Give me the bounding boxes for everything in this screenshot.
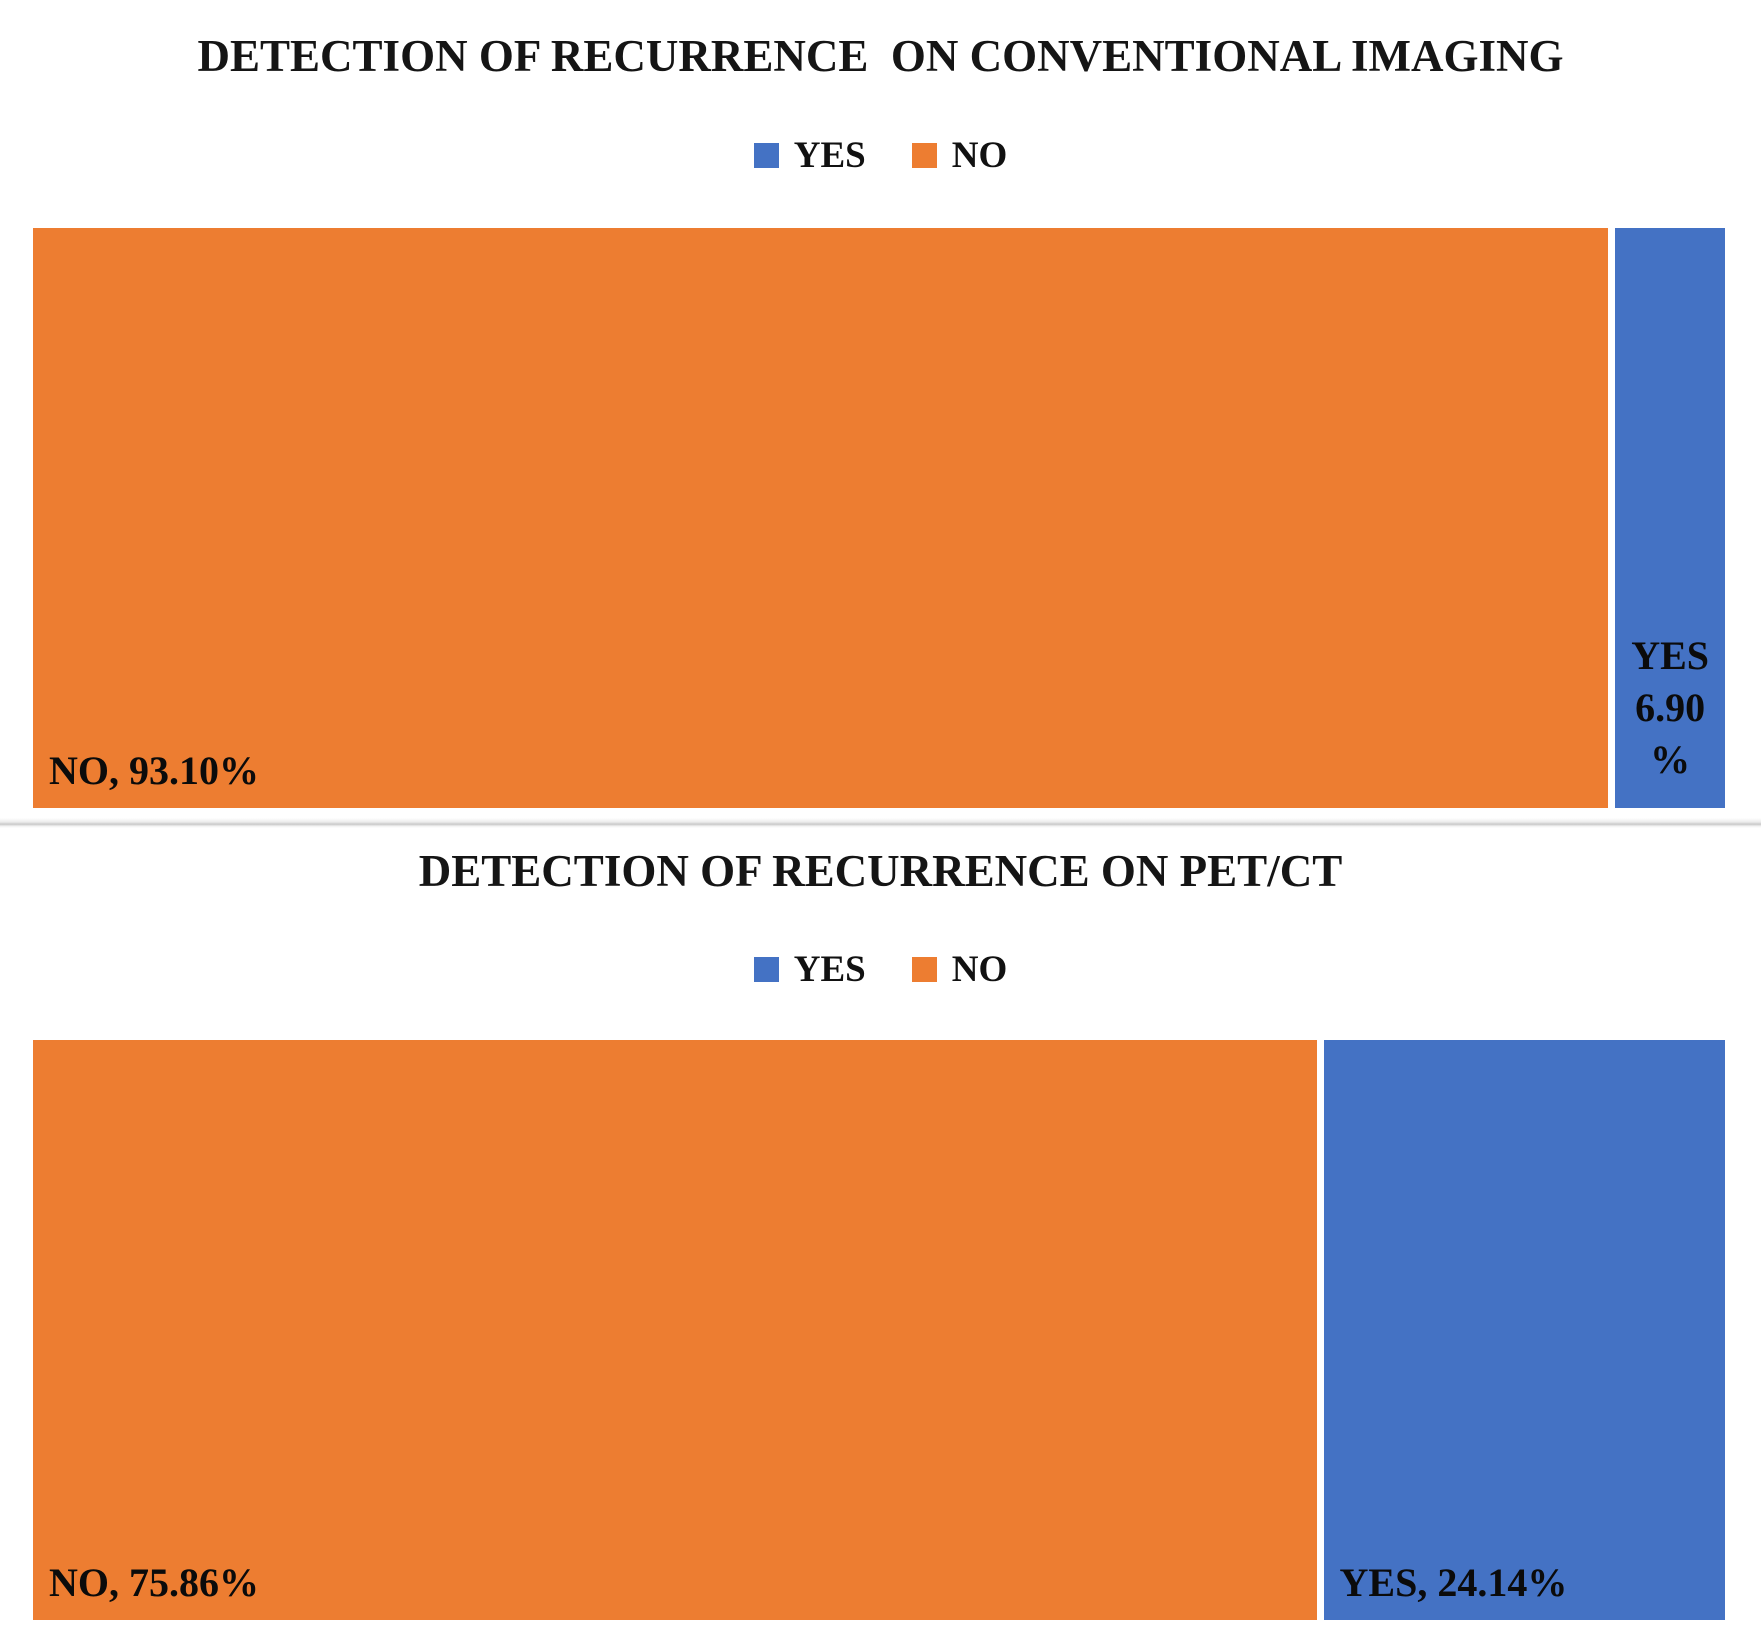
data-label-yes: YES 6.90 % — [1631, 633, 1710, 782]
legend-swatch-yes-icon — [753, 957, 779, 982]
legend-swatch-yes-icon — [753, 143, 779, 168]
legend-item-no: NO — [911, 948, 1008, 991]
legend-item-yes: YES — [753, 134, 866, 177]
data-label-no: NO, 93.10% — [49, 748, 259, 793]
stacked-bar-conventional: NO, 93.10% YES 6.90 % — [33, 228, 1725, 808]
stacked-bar-petct: NO, 75.86% YES, 24.14% — [33, 1040, 1725, 1620]
legend-conventional: YES NO — [0, 134, 1761, 177]
panel-divider — [0, 818, 1761, 828]
data-label-no: NO, 75.86% — [49, 1560, 259, 1605]
legend-item-yes: YES — [753, 948, 866, 991]
chart-title-petct: DETECTION OF RECURRENCE ON PET/CT — [418, 846, 1343, 896]
chart-title-conventional: DETECTION OF RECURRENCE ON CONVENTIONAL … — [197, 31, 1564, 81]
bar-segment-yes: YES, 24.14% — [1323, 1040, 1725, 1620]
legend-label-yes: YES — [793, 949, 866, 990]
data-label-yes: YES, 24.14% — [1339, 1560, 1568, 1605]
legend-swatch-no-icon — [911, 957, 937, 982]
legend-label-yes: YES — [793, 135, 866, 176]
legend-item-no: NO — [911, 134, 1008, 177]
bar-segment-yes: YES 6.90 % — [1615, 228, 1725, 808]
legend-swatch-no-icon — [911, 143, 937, 168]
legend-label-no: NO — [951, 949, 1008, 990]
legend-label-no: NO — [951, 135, 1008, 176]
legend-petct: YES NO — [0, 948, 1761, 991]
bar-segment-no: NO, 75.86% — [33, 1040, 1317, 1620]
bar-segment-no: NO, 93.10% — [33, 228, 1609, 808]
